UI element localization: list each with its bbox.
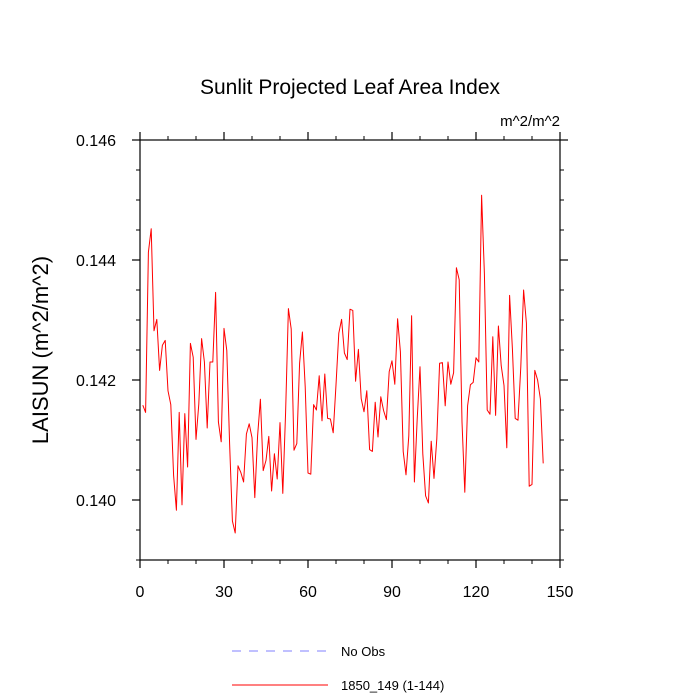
y-tick-label: 0.146	[76, 133, 116, 150]
x-tick-label: 30	[215, 584, 233, 601]
x-tick-label: 60	[299, 584, 317, 601]
y-axis-label: LAISUN (m^2/m^2)	[28, 256, 53, 444]
x-tick-label: 0	[136, 584, 145, 601]
legend-label-series: 1850_149 (1-144)	[341, 678, 444, 693]
axis-ticks: 0 30 60 90 120 150 0.140 0.142 0.144 0.146	[76, 132, 573, 601]
y-tick-label: 0.142	[76, 373, 116, 390]
x-tick-label: 150	[547, 584, 574, 601]
series-line-1850-149	[142, 194, 544, 534]
plot-frame	[139, 139, 561, 561]
x-tick-label: 120	[463, 584, 490, 601]
y-tick-label: 0.140	[76, 493, 116, 510]
series-layer	[142, 194, 544, 534]
x-tick-label: 90	[383, 584, 401, 601]
legend-label-no-obs: No Obs	[341, 644, 386, 659]
y-tick-label: 0.144	[76, 253, 116, 270]
legend: No Obs 1850_149 (1-144)	[232, 644, 444, 693]
units-label: m^2/m^2	[500, 113, 560, 130]
chart-title: Sunlit Projected Leaf Area Index	[200, 76, 501, 99]
